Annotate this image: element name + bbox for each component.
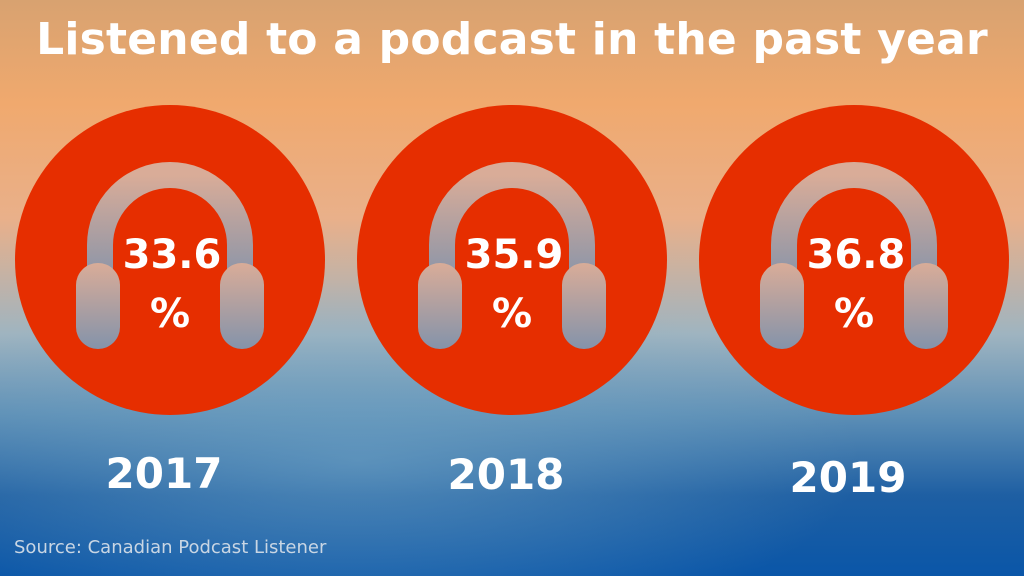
headband-arc [429, 162, 595, 286]
headphones-icon [76, 162, 264, 349]
value-label-2017: 33.6 [123, 232, 222, 278]
data-point-2018: 35.9% 2018 [357, 105, 667, 499]
ear-cup-left [76, 263, 120, 349]
headphones-icon [418, 162, 606, 349]
chart-title: Listened to a podcast in the past year [36, 14, 988, 65]
value-label-2019: 36.8 [807, 232, 906, 278]
ear-cup-left [760, 263, 804, 349]
ear-cup-right [220, 263, 264, 349]
ear-cup-left [418, 263, 462, 349]
category-label-2017: 2017 [106, 449, 223, 498]
category-label-2018: 2018 [448, 450, 565, 499]
category-label-2019: 2019 [790, 453, 907, 502]
data-point-2017: 33.6% 2017 [15, 105, 325, 498]
data-point-2019: 36.8% 2019 [699, 105, 1009, 502]
source-note: Source: Canadian Podcast Listener [14, 537, 327, 558]
ear-cup-right [904, 263, 948, 349]
unit-label-2018: % [492, 291, 532, 337]
ear-cup-right [562, 263, 606, 349]
headband-arc [87, 162, 253, 286]
unit-label-2019: % [834, 291, 874, 337]
headband-arc [771, 162, 937, 286]
headphones-icon [760, 162, 948, 349]
unit-label-2017: % [150, 291, 190, 337]
value-label-2018: 35.9 [465, 232, 564, 278]
